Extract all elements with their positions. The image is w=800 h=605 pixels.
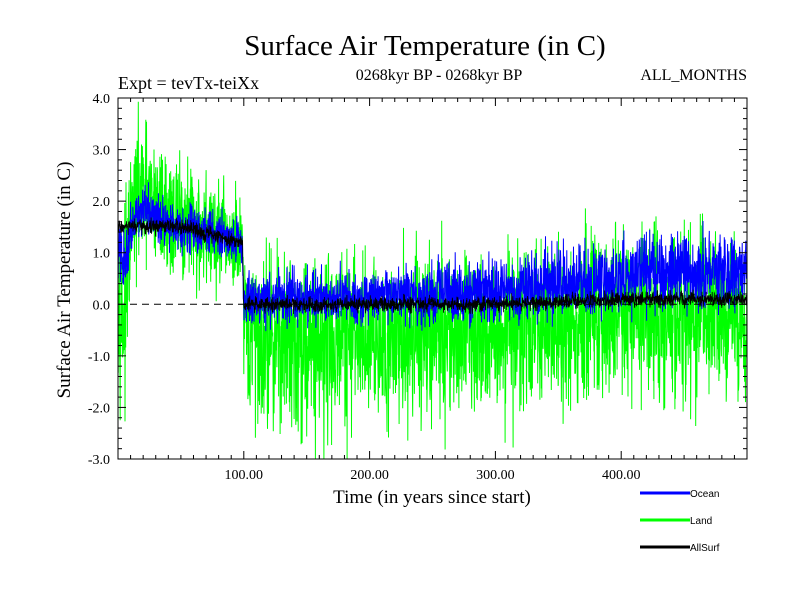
axes: 100.00 200.00 300.00 400.00 -3.0 -2.0 -1.0 0.0 1… (88, 92, 748, 483)
subtitle-right: ALL_MONTHS (640, 67, 747, 84)
x-axis-label: Time (in years since start) (333, 487, 531, 508)
plot-frame (117, 97, 748, 460)
legend-label-ocean: Ocean (690, 489, 719, 500)
series-line-allsurf (118, 217, 747, 315)
x-tick-label: 300.00 (476, 468, 515, 483)
subtitle-center: 0268kyr BP - 0268kyr BP (356, 67, 523, 84)
y-tick-label: 3.0 (93, 144, 111, 159)
legend-label-allsurf: AllSurf (690, 543, 720, 554)
x-tick-label: 200.00 (350, 468, 389, 483)
chart-title: Surface Air Temperature (in C) (244, 30, 605, 62)
plot-area (118, 101, 747, 459)
x-tick-label: 100.00 (225, 468, 264, 483)
legend: Ocean Land AllSurf (640, 489, 720, 554)
y-tick-label: -3.0 (88, 453, 110, 468)
y-tick-label: -2.0 (88, 401, 110, 416)
y-tick-label: -1.0 (88, 350, 110, 365)
subtitle-left: Expt = tevTx-teiXx (118, 73, 259, 93)
y-tick-label: 0.0 (93, 298, 111, 313)
y-tick-label: 4.0 (93, 92, 111, 107)
legend-label-land: Land (690, 516, 712, 527)
x-tick-label: 400.00 (602, 468, 641, 483)
y-axis-label: Surface Air Temperature (in C) (54, 162, 75, 399)
y-tick-label: 1.0 (93, 247, 111, 262)
y-tick-label: 2.0 (93, 195, 111, 210)
